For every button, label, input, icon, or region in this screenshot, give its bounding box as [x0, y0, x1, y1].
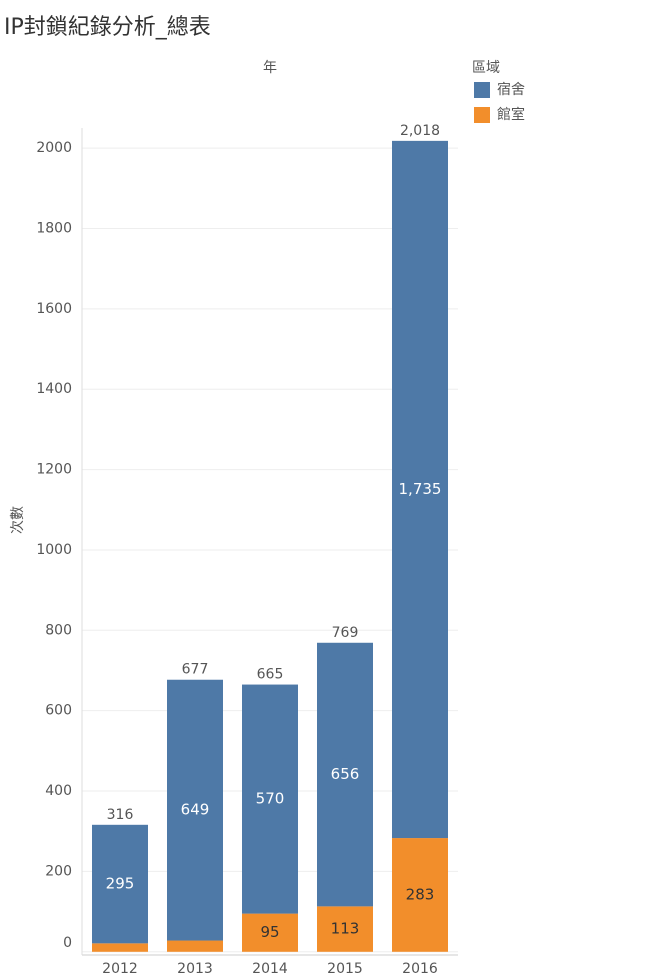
data-label: 295: [106, 875, 135, 893]
y-tick-label: 400: [45, 783, 72, 799]
y-tick-label: 1600: [36, 301, 72, 317]
bar-segment: [92, 824, 148, 944]
y-tick-label: 1400: [36, 381, 72, 397]
legend-label: 宿舍: [497, 81, 525, 98]
data-label: 113: [331, 920, 360, 938]
bar-segment: [242, 913, 298, 952]
legend-swatch: [474, 82, 490, 98]
total-label: 665: [257, 667, 284, 683]
x-tick-label: 2013: [177, 961, 213, 977]
y-tick-label: 600: [45, 703, 72, 719]
bar-segment: [167, 940, 223, 952]
total-label: 316: [107, 807, 134, 823]
x-tick-label: 2016: [402, 961, 438, 977]
legend-label: 館室: [497, 106, 525, 123]
bar-segment: [242, 684, 298, 914]
bar-segment: [317, 906, 373, 952]
data-label: 283: [406, 885, 435, 903]
y-tick-label: 1000: [36, 542, 72, 558]
y-tick-label: 200: [45, 863, 72, 879]
legend-title: 區域: [472, 60, 500, 76]
data-label: 649: [181, 801, 210, 819]
bar-segment: [392, 838, 448, 952]
total-label: 769: [332, 625, 359, 641]
data-label: 95: [260, 923, 279, 941]
y-axis-label: 次數: [10, 506, 26, 534]
total-label: 677: [182, 662, 209, 678]
y-tick-label: 2000: [36, 140, 72, 156]
data-label: 656: [331, 765, 360, 783]
data-label: 1,735: [399, 480, 442, 498]
bar-segment: [167, 679, 223, 941]
bar-segment: [92, 943, 148, 952]
bar-segment: [392, 140, 448, 839]
x-header: 年: [263, 60, 277, 76]
chart-title: IP封鎖紀錄分析_總表: [4, 15, 211, 40]
x-tick-label: 2014: [252, 961, 288, 977]
y-tick-label: 1800: [36, 220, 72, 236]
y-tick-label: 0: [63, 935, 72, 951]
data-label: 570: [256, 790, 285, 808]
bar-segment: [317, 642, 373, 907]
total-label: 2,018: [400, 123, 440, 139]
x-tick-label: 2012: [102, 961, 138, 977]
y-tick-label: 800: [45, 622, 72, 638]
x-tick-label: 2015: [327, 961, 363, 977]
legend-swatch: [474, 107, 490, 123]
y-tick-label: 1200: [36, 462, 72, 478]
